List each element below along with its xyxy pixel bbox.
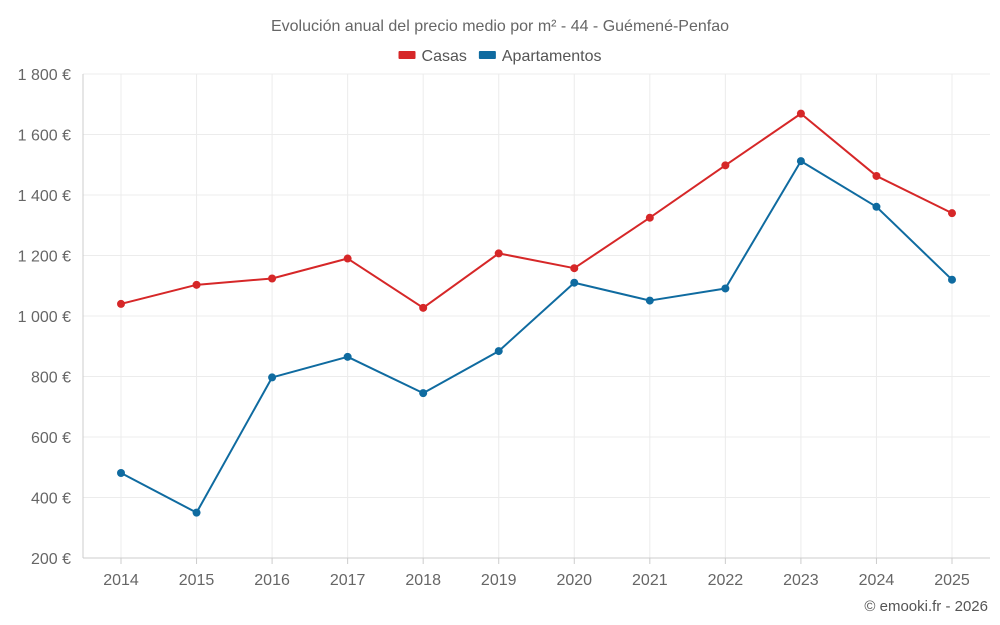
y-tick-label: 400 € (31, 491, 71, 508)
legend-item-casas[interactable]: Casas (398, 48, 467, 65)
credit-text: © emooki.fr - 2026 (864, 598, 988, 615)
x-tick-label: 2018 (405, 572, 441, 589)
data-point-casas[interactable] (192, 280, 201, 289)
x-tick-label: 2014 (103, 572, 139, 589)
y-tick-label: 600 € (31, 430, 71, 447)
series-group (117, 109, 956, 517)
y-tick-label: 1 400 € (18, 188, 71, 205)
data-point-casas[interactable] (117, 299, 125, 308)
data-point-casas[interactable] (872, 171, 881, 180)
x-tick-label: 2016 (254, 572, 290, 589)
x-axis: 2014 2015 2016 2017 2018 2019 2020 2021 2022 2023… (83, 557, 990, 589)
data-point-casas[interactable] (419, 303, 428, 312)
data-point-casas[interactable] (343, 254, 352, 263)
data-point-casas[interactable] (494, 249, 503, 258)
y-tick-label: 1 000 € (18, 309, 71, 326)
y-tick-label: 800 € (31, 370, 71, 387)
y-tick-label: 1 800 € (18, 67, 71, 84)
x-tick-label: 2022 (708, 572, 744, 589)
legend-label: Apartamentos (502, 48, 602, 65)
grid (83, 73, 990, 558)
data-point-casas[interactable] (268, 274, 277, 283)
data-point-casas[interactable] (570, 264, 579, 273)
data-point-apartamentos[interactable] (494, 347, 503, 356)
y-tick-label: 1 600 € (18, 128, 71, 145)
data-point-apartamentos[interactable] (872, 202, 881, 211)
data-point-apartamentos[interactable] (268, 373, 277, 382)
x-tick-label: 2025 (934, 572, 970, 589)
series-line-casas (120, 112, 953, 309)
data-point-apartamentos[interactable] (117, 468, 125, 477)
legend-item-apartamentos[interactable]: Apartamentos (478, 48, 602, 65)
x-tick-label: 2024 (859, 572, 895, 589)
x-tick-label: 2019 (481, 572, 517, 589)
data-point-casas[interactable] (948, 209, 956, 218)
data-point-casas[interactable] (645, 213, 654, 222)
data-point-apartamentos[interactable] (948, 275, 956, 284)
data-point-casas[interactable] (796, 109, 805, 118)
x-tick-label: 2020 (556, 572, 592, 589)
data-point-casas[interactable] (721, 161, 730, 170)
data-point-apartamentos[interactable] (796, 157, 805, 166)
data-point-apartamentos[interactable] (570, 278, 579, 287)
legend-swatch (398, 51, 416, 59)
y-axis: 200 € 400 € 600 € 800 € 1 000 € 1 200 € 1 400 … (18, 67, 84, 568)
x-tick-label: 2017 (330, 572, 366, 589)
x-tick-label: 2023 (783, 572, 819, 589)
series-line-apartamentos (120, 160, 953, 514)
data-point-apartamentos[interactable] (721, 284, 730, 293)
chart-title: Evolución anual del precio medio por m² … (271, 18, 729, 35)
data-point-apartamentos[interactable] (645, 296, 654, 305)
data-point-apartamentos[interactable] (343, 352, 352, 361)
x-tick-label: 2015 (179, 572, 215, 589)
legend-label: Casas (422, 48, 467, 65)
legend-swatch (478, 51, 496, 59)
x-tick-label: 2021 (632, 572, 668, 589)
data-point-apartamentos[interactable] (419, 389, 428, 398)
legend: Casas Apartamentos (398, 48, 602, 65)
data-point-apartamentos[interactable] (192, 508, 201, 517)
y-tick-label: 1 200 € (18, 249, 71, 266)
y-tick-label: 200 € (31, 551, 71, 568)
